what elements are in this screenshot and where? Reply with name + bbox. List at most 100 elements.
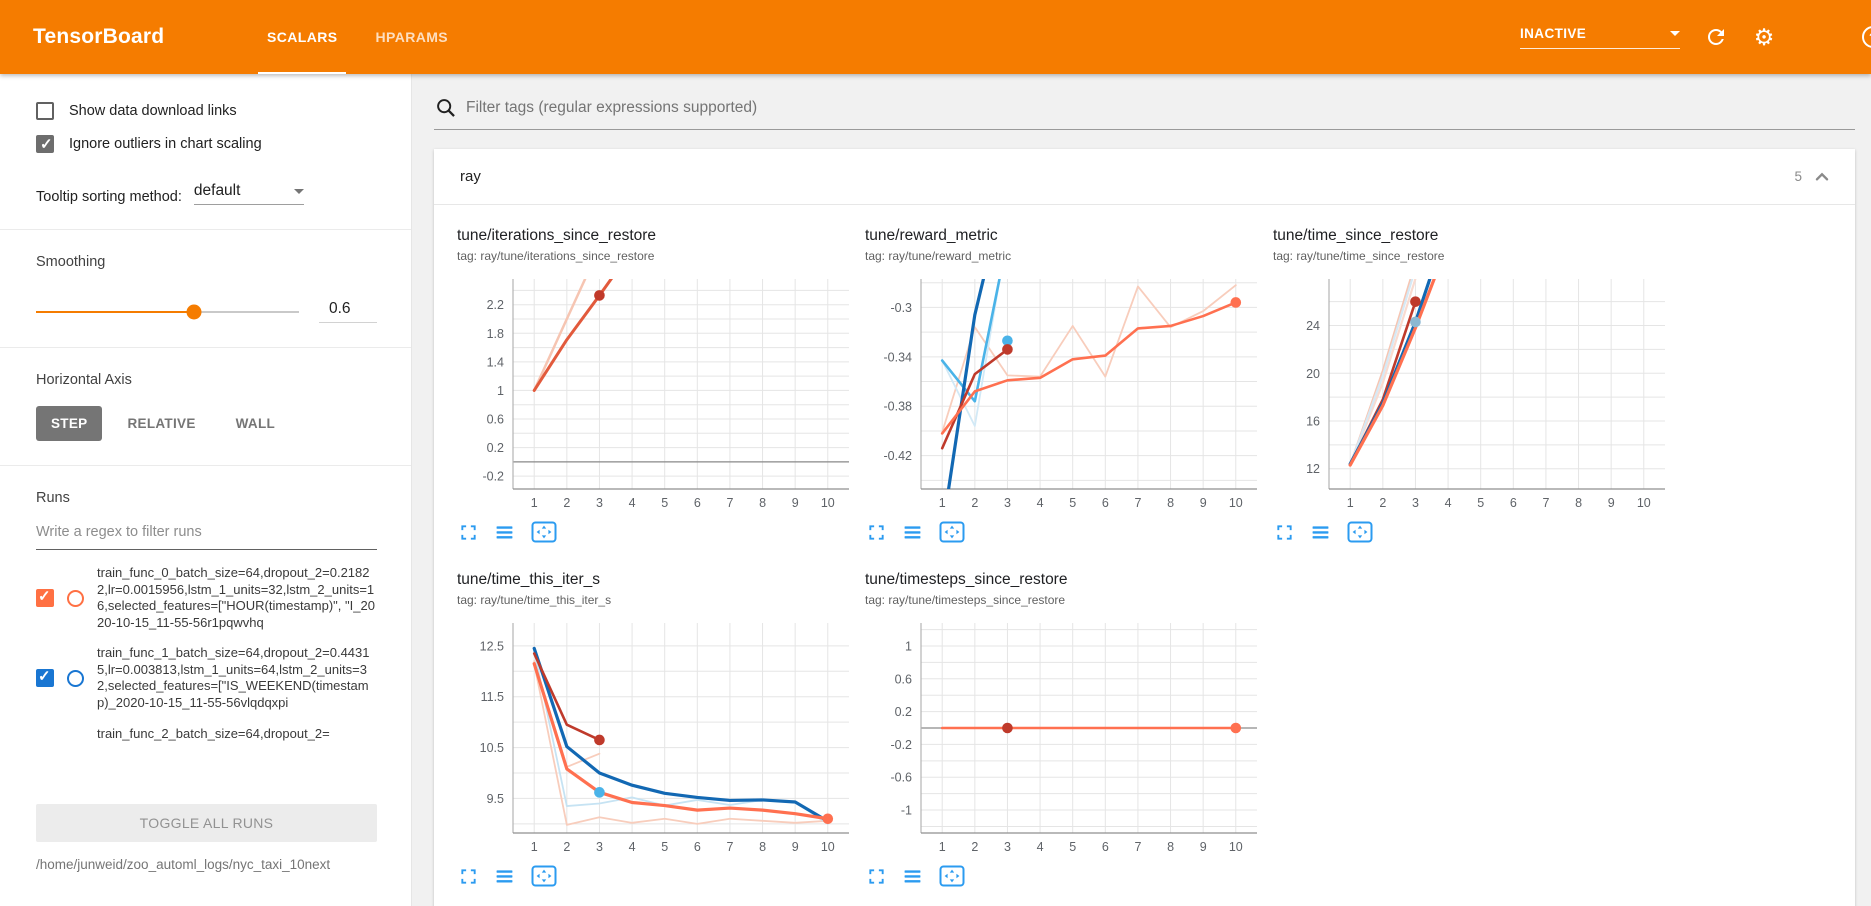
runs-selector-icon[interactable]	[903, 523, 922, 542]
tag-group-title: ray	[460, 168, 481, 185]
horizontal-axis-buttons: STEP RELATIVE WALL	[36, 406, 377, 441]
svg-text:9: 9	[1200, 496, 1207, 510]
charts-grid: tune/iterations_since_restore tag: ray/t…	[434, 205, 1855, 901]
tag-group-count: 5	[1794, 169, 1802, 184]
pan-zoom-icon[interactable]	[939, 865, 965, 887]
chevron-down-icon	[1670, 30, 1680, 36]
run-label: train_func_1_batch_size=64,dropout_2=0.4…	[97, 645, 370, 710]
tag-filter-input[interactable]	[466, 98, 1855, 117]
pan-zoom-icon[interactable]	[939, 521, 965, 543]
tag-group-header[interactable]: ray 5	[434, 149, 1855, 205]
refresh-icon[interactable]	[1704, 25, 1728, 49]
svg-text:1: 1	[1347, 496, 1354, 510]
chart-toolbar	[457, 521, 853, 543]
data-status-dropdown[interactable]: INACTIVE	[1520, 26, 1680, 49]
run-checkbox[interactable]	[36, 587, 54, 607]
runs-filter-input[interactable]	[36, 514, 377, 550]
svg-text:1: 1	[531, 496, 538, 510]
toggle-all-runs-button[interactable]: TOGGLE ALL RUNS	[36, 804, 377, 842]
show-download-links-row: Show data download links	[36, 102, 377, 120]
fullscreen-icon[interactable]	[459, 867, 478, 886]
smoothing-slider[interactable]	[36, 304, 299, 319]
svg-text:-0.34: -0.34	[884, 350, 913, 364]
svg-text:7: 7	[726, 496, 733, 510]
chart-toolbar	[865, 865, 1261, 887]
ignore-outliers-checkbox[interactable]	[36, 135, 54, 153]
svg-text:16: 16	[1306, 414, 1320, 428]
fullscreen-icon[interactable]	[459, 523, 478, 542]
runs-selector-icon[interactable]	[495, 523, 514, 542]
scalar-chart[interactable]: -0.3 -0.34 -0.38 -0.42 1 2 3 4 5 6 7 8 9 10	[865, 271, 1261, 519]
axis-wall-button[interactable]: WALL	[235, 416, 276, 431]
fullscreen-icon[interactable]	[867, 867, 886, 886]
show-download-links-label: Show data download links	[69, 103, 237, 119]
tooltip-sorting-value: default	[193, 182, 241, 199]
show-download-links-checkbox[interactable]	[36, 102, 54, 120]
svg-text:-0.3: -0.3	[890, 301, 912, 315]
run-checkbox[interactable]	[36, 667, 54, 687]
svg-text:1: 1	[939, 840, 946, 854]
chevron-down-icon	[293, 188, 304, 194]
pan-zoom-icon[interactable]	[1347, 521, 1373, 543]
tooltip-sorting-select[interactable]: default	[193, 182, 304, 205]
axis-relative-button[interactable]: RELATIVE	[127, 416, 196, 431]
run-label: train_func_2_batch_size=64,dropout_2=	[97, 725, 330, 741]
sidebar-divider	[0, 465, 411, 466]
chart-tag: tag: ray/tune/timesteps_since_restore	[865, 593, 1066, 607]
horizontal-axis-label: Horizontal Axis	[36, 372, 132, 388]
run-row: train_func_1_batch_size=64,dropout_2=0.4…	[36, 634, 377, 714]
runs-selector-icon[interactable]	[1311, 523, 1330, 542]
svg-text:9: 9	[1608, 496, 1615, 510]
svg-text:4: 4	[1037, 496, 1044, 510]
svg-text:0.6: 0.6	[487, 413, 504, 427]
app-title: TensorBoard	[33, 25, 165, 48]
svg-text:2.2: 2.2	[487, 298, 504, 312]
smoothing-value-field[interactable]: 0.6	[319, 300, 377, 323]
svg-text:3: 3	[1004, 840, 1011, 854]
svg-text:1: 1	[939, 496, 946, 510]
smoothing-slider-thumb[interactable]	[186, 304, 202, 319]
scalar-chart[interactable]: 12.5 11.5 10.5 9.5 1 2 3 4 5 6 7 8 9 10	[457, 615, 853, 863]
pan-zoom-icon[interactable]	[531, 865, 557, 887]
svg-text:24: 24	[1306, 319, 1320, 333]
pan-zoom-icon[interactable]	[531, 521, 557, 543]
sidebar-divider	[0, 229, 411, 230]
svg-text:7: 7	[1542, 496, 1549, 510]
run-label: train_func_0_batch_size=64,dropout_2=0.2…	[97, 565, 375, 630]
settings-icon[interactable]: ⚙	[1753, 23, 1775, 50]
axis-step-button[interactable]: STEP	[36, 406, 103, 441]
svg-text:-0.38: -0.38	[884, 400, 913, 414]
svg-text:4: 4	[1445, 496, 1452, 510]
scalar-chart[interactable]: 1 0.6 0.2 -0.2 -0.6 -1 1 2 3 4 5 6 7 8 9 10	[865, 615, 1261, 863]
svg-text:1: 1	[531, 840, 538, 854]
run-radio[interactable]	[67, 669, 84, 687]
svg-text:8: 8	[1167, 840, 1174, 854]
svg-text:0.6: 0.6	[895, 672, 912, 686]
chart-toolbar	[457, 865, 853, 887]
run-radio[interactable]	[67, 589, 84, 607]
run-row: train_func_0_batch_size=64,dropout_2=0.2…	[36, 554, 377, 634]
svg-text:-0.2: -0.2	[890, 738, 912, 752]
tab-hparams[interactable]: HPARAMS	[375, 29, 449, 45]
runs-selector-icon[interactable]	[903, 867, 922, 886]
runs-selector-icon[interactable]	[495, 867, 514, 886]
svg-text:6: 6	[1510, 496, 1517, 510]
help-icon[interactable]: ?	[1862, 26, 1871, 48]
svg-text:1: 1	[497, 384, 504, 398]
svg-text:9: 9	[792, 840, 799, 854]
svg-text:5: 5	[1477, 496, 1484, 510]
svg-text:2: 2	[563, 496, 570, 510]
svg-text:8: 8	[759, 840, 766, 854]
fullscreen-icon[interactable]	[867, 523, 886, 542]
svg-text:6: 6	[694, 840, 701, 854]
scalar-chart[interactable]: 2.2 1.8 1.4 1 0.6 0.2 -0.2 1 2 3 4 5 6 7 8 9 10	[457, 271, 853, 519]
svg-text:-0.6: -0.6	[890, 771, 912, 785]
chevron-up-icon[interactable]	[1811, 166, 1833, 188]
svg-text:10: 10	[1229, 840, 1243, 854]
fullscreen-icon[interactable]	[1275, 523, 1294, 542]
tab-scalars[interactable]: SCALARS	[248, 0, 356, 74]
svg-text:10: 10	[821, 840, 835, 854]
chart-title: tune/reward_metric	[865, 227, 998, 244]
